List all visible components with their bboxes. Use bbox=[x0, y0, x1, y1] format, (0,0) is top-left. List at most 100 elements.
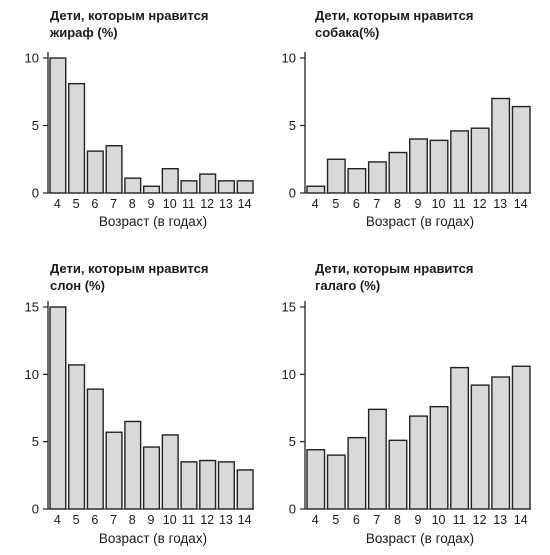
bar bbox=[105, 431, 123, 510]
x-tick-label: 7 bbox=[110, 513, 117, 527]
y-tick-label: 0 bbox=[289, 502, 296, 517]
bar bbox=[236, 180, 254, 194]
x-tick-label: 4 bbox=[312, 197, 319, 211]
chart-title-line: Дети, которым нравится bbox=[50, 8, 208, 23]
x-tick-label: 11 bbox=[182, 513, 195, 527]
bar bbox=[347, 167, 367, 194]
x-tick-label: 4 bbox=[54, 197, 61, 211]
x-tick-label: 12 bbox=[200, 513, 214, 527]
bar bbox=[68, 364, 86, 510]
x-tick-label: 7 bbox=[373, 513, 380, 527]
bar bbox=[105, 145, 123, 194]
bar bbox=[217, 180, 235, 194]
bar bbox=[49, 306, 67, 510]
x-tick-label: 5 bbox=[332, 513, 339, 527]
x-tick-label: 13 bbox=[493, 197, 507, 211]
bar bbox=[409, 415, 428, 510]
y-tick-label: 0 bbox=[32, 502, 39, 517]
y-tick-label: 0 bbox=[32, 186, 39, 201]
x-tick-label: 8 bbox=[394, 197, 401, 211]
chart-title-line: жираф (%) bbox=[49, 25, 118, 40]
bar bbox=[86, 388, 104, 510]
bar bbox=[306, 449, 326, 510]
bar bbox=[409, 138, 428, 194]
x-tick-label: 7 bbox=[110, 197, 117, 211]
x-tick-label: 5 bbox=[73, 513, 80, 527]
bar bbox=[429, 139, 449, 194]
bar bbox=[180, 461, 198, 510]
x-axis-title: Возраст (в годах) bbox=[366, 531, 474, 546]
bar bbox=[49, 57, 67, 194]
x-tick-label: 11 bbox=[453, 513, 466, 527]
x-tick-label: 13 bbox=[219, 513, 233, 527]
y-tick-label: 5 bbox=[289, 118, 296, 133]
chart-title-line: слон (%) bbox=[50, 278, 105, 293]
bar bbox=[367, 408, 387, 510]
bar bbox=[161, 167, 179, 194]
x-axis-title: Возраст (в годах) bbox=[99, 214, 207, 229]
x-tick-label: 14 bbox=[514, 513, 528, 527]
chart-title-line: собака(%) bbox=[315, 25, 379, 40]
x-tick-label: 7 bbox=[373, 197, 380, 211]
x-tick-label: 4 bbox=[54, 513, 61, 527]
x-tick-label: 6 bbox=[353, 513, 360, 527]
x-tick-label: 5 bbox=[73, 197, 80, 211]
x-tick-label: 12 bbox=[473, 513, 487, 527]
bar bbox=[470, 384, 490, 510]
x-tick-label: 14 bbox=[238, 197, 252, 211]
bar bbox=[199, 173, 217, 194]
y-tick-label: 5 bbox=[289, 434, 296, 449]
y-tick-label: 10 bbox=[25, 51, 39, 66]
chart-title-line: галаго (%) bbox=[315, 278, 380, 293]
bar bbox=[470, 127, 490, 194]
bar bbox=[429, 405, 449, 510]
x-tick-label: 10 bbox=[432, 513, 446, 527]
y-tick-label: 10 bbox=[282, 367, 296, 382]
bar bbox=[217, 461, 235, 510]
x-axis-title: Возраст (в годах) bbox=[99, 531, 207, 546]
x-tick-label: 6 bbox=[91, 197, 98, 211]
x-tick-label: 10 bbox=[163, 513, 177, 527]
y-tick-label: 15 bbox=[25, 300, 39, 315]
bar bbox=[236, 469, 254, 510]
bar bbox=[161, 434, 179, 510]
bar bbox=[491, 97, 511, 194]
x-tick-label: 9 bbox=[148, 513, 155, 527]
chart-title-line: Дети, которым нравится bbox=[50, 261, 208, 276]
x-tick-label: 6 bbox=[353, 197, 360, 211]
bar bbox=[388, 151, 408, 194]
y-tick-label: 10 bbox=[25, 367, 39, 382]
x-tick-label: 10 bbox=[163, 197, 177, 211]
bar bbox=[86, 150, 104, 194]
x-tick-label: 8 bbox=[129, 513, 136, 527]
x-axis-title: Возраст (в годах) bbox=[366, 214, 474, 229]
x-tick-label: 5 bbox=[332, 197, 339, 211]
bar bbox=[142, 446, 161, 510]
bar bbox=[124, 420, 142, 510]
bar bbox=[306, 185, 326, 194]
bar bbox=[450, 366, 470, 510]
x-tick-label: 8 bbox=[394, 513, 401, 527]
y-tick-label: 5 bbox=[32, 434, 39, 449]
x-tick-label: 14 bbox=[514, 197, 528, 211]
bar bbox=[511, 365, 531, 510]
bar bbox=[511, 105, 531, 194]
x-tick-label: 9 bbox=[415, 197, 422, 211]
chart-title-line: Дети, которым нравится bbox=[315, 261, 473, 276]
y-tick-label: 5 bbox=[32, 118, 39, 133]
x-tick-label: 6 bbox=[91, 513, 98, 527]
x-tick-label: 13 bbox=[493, 513, 507, 527]
bar bbox=[326, 454, 346, 510]
x-tick-label: 12 bbox=[473, 197, 487, 211]
x-tick-label: 12 bbox=[200, 197, 214, 211]
y-tick-label: 10 bbox=[282, 51, 296, 66]
y-tick-label: 15 bbox=[282, 300, 296, 315]
x-tick-label: 8 bbox=[129, 197, 136, 211]
bar bbox=[142, 185, 161, 194]
